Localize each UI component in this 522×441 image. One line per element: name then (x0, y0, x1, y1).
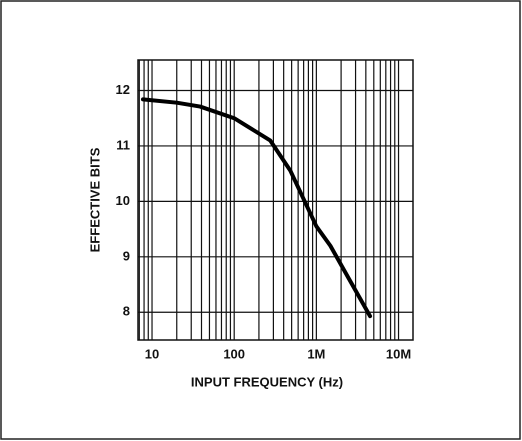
plot-area (137, 59, 414, 341)
x-tick-label: 10 (145, 346, 159, 361)
x-tick-label: 1M (307, 346, 325, 361)
y-tick-label: 12 (116, 82, 130, 97)
y-tick-label: 8 (123, 304, 130, 319)
y-tick-label: 9 (123, 248, 130, 263)
curve (140, 97, 373, 319)
x-tick-label: 100 (223, 346, 245, 361)
x-tick-label: 10M (386, 346, 411, 361)
y-tick-label: 11 (116, 137, 130, 152)
y-tick-label: 10 (116, 193, 130, 208)
x-axis-label: INPUT FREQUENCY (Hz) (191, 374, 343, 389)
y-axis-label: EFFECTIVE BITS (87, 147, 102, 252)
